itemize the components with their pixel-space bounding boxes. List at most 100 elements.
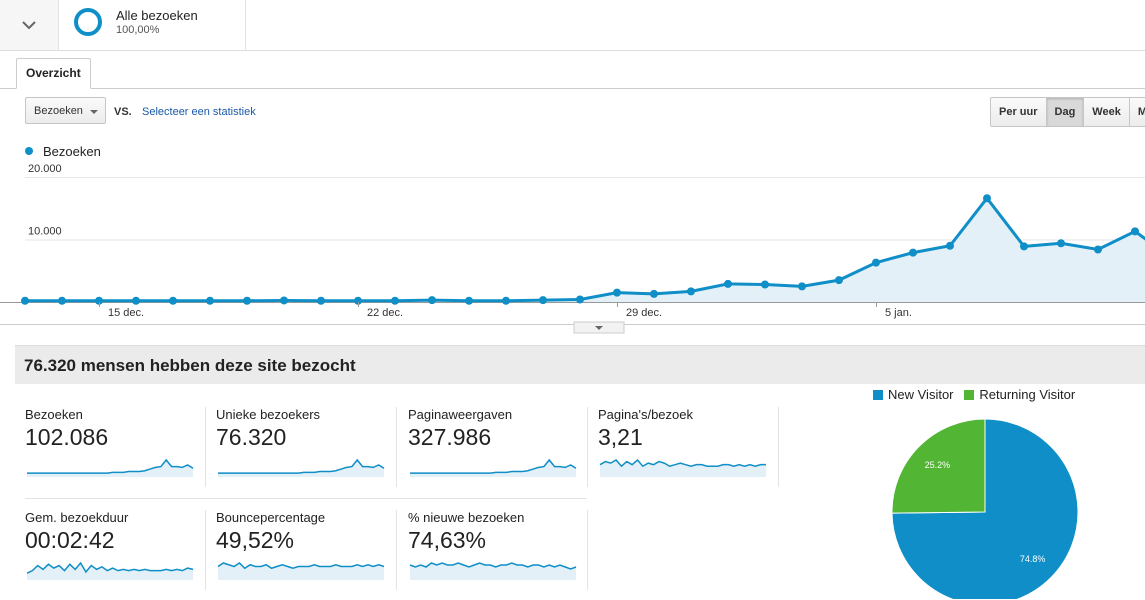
sparkline [409, 562, 577, 580]
sparkline-area [27, 563, 193, 580]
data-point [243, 296, 251, 305]
metric-label: Bezoeken [25, 407, 83, 422]
sparkline-area [27, 460, 193, 477]
metric-pageviews[interactable]: Paginaweergaven 327.986 [408, 407, 598, 497]
divider [205, 407, 206, 487]
vs-label: VS. [114, 106, 132, 118]
data-point [1094, 245, 1102, 254]
metric-label: Bouncepercentage [216, 510, 326, 525]
visits-chart: 10.000 20.000 15 dec. 22 dec. 29 dec. 5 jan. [0, 163, 1145, 334]
series-area [25, 198, 1145, 302]
data-point [983, 194, 991, 203]
sparkline-line [217, 562, 385, 570]
segment-bar: Alle bezoeken 100,00% [0, 0, 1145, 51]
period-per-uur-button[interactable]: Per uur [990, 97, 1047, 127]
tab-strip: Overzicht [0, 50, 1145, 89]
metric-value: 49,52% [216, 527, 295, 553]
period-week-button[interactable]: Week [1084, 97, 1130, 127]
data-point [58, 296, 66, 305]
pie-legend-label: New Visitor [888, 387, 954, 402]
sparkline [27, 458, 194, 477]
metric-select-value: Bezoeken [34, 105, 83, 117]
metric-avg-duration[interactable]: Gem. bezoekduur 00:02:42 [25, 510, 215, 600]
metric-value: 76.320 [216, 424, 287, 450]
sparkline-line [218, 458, 385, 474]
x-tick-label: 22 dec. [367, 307, 403, 319]
metric-label: Gem. bezoekduur [25, 510, 129, 525]
data-point [502, 296, 510, 305]
data-point [391, 296, 399, 305]
metric-select[interactable]: Bezoeken [25, 97, 106, 124]
data-point [798, 282, 806, 291]
divider [396, 510, 397, 590]
legend-swatch-icon [964, 390, 975, 400]
metric-value: 00:02:42 [25, 527, 115, 553]
sparkline [218, 458, 385, 477]
y-tick-label: 10.000 [28, 226, 62, 238]
metric-value: 102.086 [25, 424, 109, 450]
data-point [835, 276, 843, 285]
pie-slice-label: 74.8% [1020, 554, 1046, 564]
sparkline-line [26, 561, 194, 574]
metric-value: 3,21 [598, 424, 643, 450]
sparkline-area [600, 460, 766, 477]
divider [205, 510, 206, 590]
segment-name: Alle bezoeken [116, 8, 198, 23]
visitor-pie-chart: 74.8% 25.2% [891, 418, 1079, 599]
y-tick-label: 20.000 [28, 163, 62, 175]
x-tick-label: 29 dec. [626, 307, 662, 319]
data-point [280, 296, 288, 305]
pie-legend-returning[interactable]: Returning Visitor [964, 387, 1075, 402]
metric-label: Unieke bezoekers [216, 407, 321, 422]
sparkline [599, 458, 766, 477]
divider [25, 498, 587, 499]
sparkline [26, 561, 194, 580]
divider [396, 407, 397, 487]
data-point [1131, 227, 1139, 236]
metric-unique-visitors[interactable]: Unieke bezoekers 76.320 [216, 407, 406, 497]
data-point [317, 296, 325, 305]
period-dag-button[interactable]: Dag [1046, 97, 1085, 127]
data-point [909, 248, 917, 257]
divider [587, 510, 588, 590]
segment-card[interactable]: Alle bezoeken 100,00% [59, 0, 246, 50]
metric-bounce-rate[interactable]: Bouncepercentage 49,52% [216, 510, 406, 600]
data-point [206, 296, 214, 305]
chevron-down-icon [22, 21, 36, 30]
sparkline-line [27, 458, 194, 474]
select-stat-link[interactable]: Selecteer een statistiek [142, 106, 256, 118]
x-tick-label: 15 dec. [108, 307, 144, 319]
segment-toggle-button[interactable] [0, 0, 59, 50]
metric-label: Pagina's/bezoek [598, 407, 693, 422]
sparkline-area [410, 460, 576, 477]
sparkline-line [599, 458, 766, 468]
data-point [428, 296, 436, 305]
pie-legend: New Visitor Returning Visitor [873, 387, 1075, 402]
divider [587, 407, 588, 487]
pie-legend-new[interactable]: New Visitor [873, 387, 954, 402]
sparkline-line [410, 458, 577, 474]
legend-dot-icon [25, 147, 33, 155]
tab-overzicht[interactable]: Overzicht [16, 58, 91, 89]
metric-pages-per-visit[interactable]: Pagina's/bezoek 3,21 [598, 407, 788, 497]
data-point [872, 258, 880, 267]
data-point [946, 241, 954, 250]
sparkline-area [410, 563, 576, 580]
metric-label: Paginaweergaven [408, 407, 513, 422]
pie-slice [891, 418, 1079, 599]
data-point [650, 289, 658, 298]
legend-swatch-icon [873, 390, 883, 400]
data-point [132, 296, 140, 305]
pie-slice-label: 25.2% [925, 460, 951, 470]
data-point [1020, 242, 1028, 251]
divider [778, 407, 779, 487]
metric-visits[interactable]: Bezoeken 102.086 [25, 407, 215, 497]
dropdown-caret-icon [90, 110, 98, 114]
chart-controls: Bezoeken VS. Selecteer een statistiek Pe… [0, 88, 1145, 136]
metric-new-visits[interactable]: % nieuwe bezoeken 74,63% [408, 510, 598, 600]
data-point [576, 295, 584, 304]
series-line [25, 195, 1145, 303]
data-point [465, 296, 473, 305]
period-maand-button[interactable]: Maand [1129, 97, 1145, 127]
sparkline [410, 458, 577, 477]
